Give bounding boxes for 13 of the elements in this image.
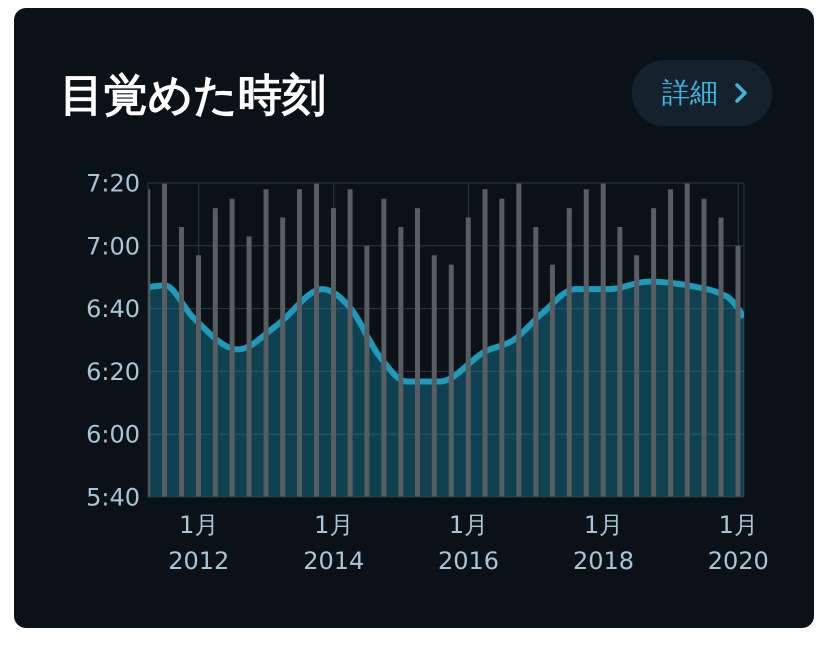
y-tick-label: 6:20: [86, 358, 140, 386]
y-tick-label: 7:00: [86, 232, 140, 260]
y-tick-label: 6:40: [86, 295, 140, 324]
y-tick-label: 7:20: [86, 170, 140, 198]
x-tick-label: 1月 2014: [303, 511, 364, 575]
x-tick-label: 1月 2020: [708, 511, 769, 575]
y-tick-label: 6:00: [86, 420, 140, 449]
x-tick-label: 1月 2016: [438, 511, 500, 575]
y-tick-label: 5:40: [86, 484, 140, 512]
text: 詳細: [662, 75, 718, 111]
x-tick-label: 1月 2018: [572, 511, 634, 575]
chart-title: 目覚めた時刻: [60, 69, 326, 123]
x-tick-label: 1月 2012: [168, 511, 230, 575]
